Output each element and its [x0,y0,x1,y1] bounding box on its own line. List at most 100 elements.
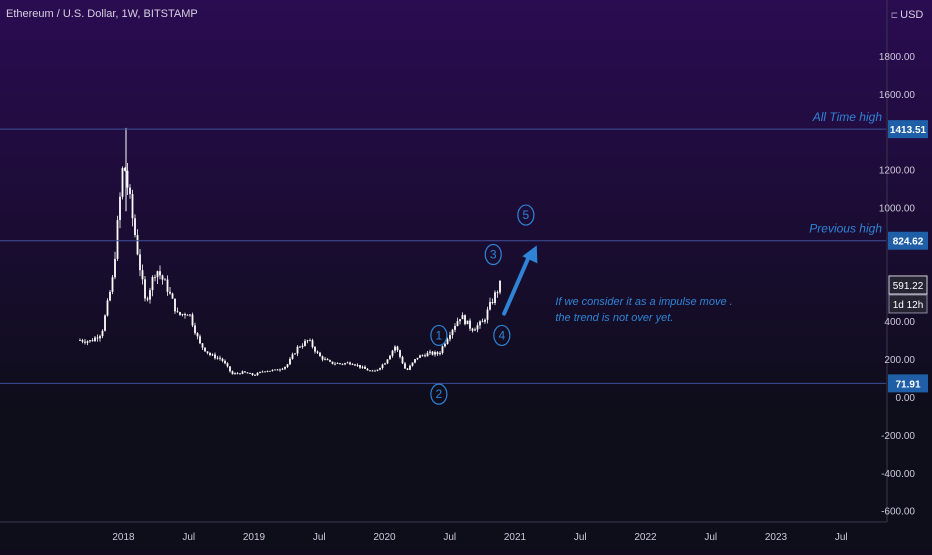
candle-body [401,356,404,364]
price-level-tag [888,374,928,393]
candle-body [449,335,451,340]
x-tick-label: Jul [182,532,195,543]
candle-body [281,368,284,370]
candle-body [276,369,279,371]
candle-body [294,353,296,355]
candle-body [361,366,364,368]
candle-body [186,314,189,316]
candle-body [366,368,369,371]
wave-marker-circle[interactable] [430,324,448,347]
candles-layer [79,127,501,376]
candle-body [494,292,496,303]
candle-body [246,372,249,374]
price-level-label: 71.91 [895,379,920,390]
candle-body [379,368,381,370]
candle-body [79,340,81,341]
candle-body [469,320,471,329]
candle-body [114,258,116,278]
candle-body [439,352,441,355]
candle-body [471,328,474,331]
currency-selector[interactable]: ⊏ USD [888,7,926,24]
y-tick-label: -400.00 [881,469,915,480]
candle-body [404,363,406,369]
y-tick-label: 1800.00 [879,52,916,63]
candle-body [236,373,239,375]
x-tick-label: 2020 [373,532,396,543]
candle-body [149,290,151,300]
candle-body [274,369,276,371]
price-level-label: 1413.51 [890,125,927,136]
candle-body [144,279,146,299]
candle-body [496,292,499,294]
annotation-text-line: If we consider it as a impulse move . [555,296,732,308]
y-tick-label: 200.00 [884,355,915,366]
candle-body [326,358,329,361]
projection-arrow-shaft[interactable] [502,250,533,316]
x-tick-label: Jul [704,532,717,543]
chevron-icon: ⊏ [890,10,899,20]
x-tick-label: Jul [574,532,587,543]
wave-marker-circle[interactable] [484,243,502,266]
price-axis[interactable]: -600.00 -400.00 -200.00 0.00 200.00 400.00 100… [879,0,916,522]
candle-body [289,358,291,365]
wave-marker-circle[interactable] [517,204,535,226]
candle-body [386,359,389,364]
candle-body [376,369,379,371]
candle-body [296,346,299,354]
candle-body [231,371,234,375]
candle-body [474,329,476,331]
candle-body [271,369,274,371]
candle-body [259,371,261,373]
candle-body [179,312,181,315]
candle-body [239,373,241,375]
candle-body [339,363,341,364]
candle-body [161,275,164,280]
x-tick-label: 2019 [243,532,266,543]
wave-marker-circle[interactable] [493,324,511,347]
annotations-layer: 1 2 3 4 5 If we consider it as a impulse move… [430,204,733,405]
time-axis[interactable]: 2018 Jul 2019 Jul 2020 Jul 2021 Jul 2022 Jul 2023 J… [0,521,887,543]
x-tick-label: 2023 [765,532,788,543]
price-level-tag [888,231,928,250]
candle-body [126,170,129,188]
candle-body [199,336,201,344]
wave-marker-circle[interactable] [430,383,448,405]
candle-body [196,333,199,337]
candle-body [394,346,396,351]
candle-body [419,355,421,358]
y-tick-label: 0.00 [896,393,916,404]
y-tick-label: 1600.00 [879,90,916,101]
candle-body [389,355,391,360]
candle-body [319,352,321,357]
candle-body [111,277,114,292]
candle-body [421,355,424,357]
candle-body [174,298,176,312]
candle-body [269,370,271,372]
bar-countdown-tag [888,294,928,314]
candle-body [216,357,219,359]
candle-body [176,311,179,313]
candle-body [101,330,104,337]
candle-body [349,362,351,365]
candle-body [299,346,301,348]
candle-body [209,352,211,356]
x-tick-label: 2018 [112,532,135,543]
candle-body [429,351,431,353]
y-tick-label: 1000.00 [879,204,916,215]
candle-body [249,373,251,375]
candle-body [424,355,426,357]
candle-body [124,167,126,171]
candle-body [356,364,359,366]
candle-body [344,363,346,365]
candle-body [201,343,204,348]
candle-body [364,366,366,369]
candle-body [164,279,166,281]
candle-body [99,336,101,339]
candle-body [121,167,124,197]
candle-body [304,341,306,346]
candle-body [204,347,206,352]
candle-body [311,340,314,348]
projection-arrow-head [522,245,538,264]
